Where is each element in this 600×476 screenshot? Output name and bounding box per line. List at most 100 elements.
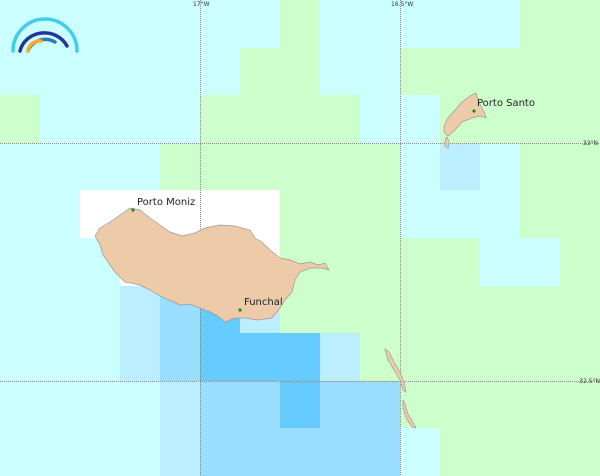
grid-cell	[240, 48, 281, 96]
grid-cell	[120, 0, 161, 49]
grid-cell	[0, 48, 41, 96]
grid-cell	[280, 48, 321, 96]
grid-cell	[240, 381, 281, 429]
lon-label-16-5w: 16.5°W	[391, 1, 414, 8]
grid-cell	[80, 286, 121, 334]
deserta-grande-island	[384, 348, 407, 393]
grid-cell	[160, 48, 201, 96]
grid-cell	[40, 48, 81, 96]
grid-cell	[560, 95, 600, 144]
grid-cell	[160, 333, 201, 382]
grid-cell	[120, 95, 161, 144]
grid-cell	[280, 95, 321, 144]
grid-cell	[560, 381, 600, 429]
grid-cell	[0, 95, 41, 144]
grid-cell	[440, 238, 481, 287]
porto-santo-island	[443, 92, 487, 137]
grid-cell	[40, 143, 81, 191]
grid-cell	[320, 286, 361, 334]
grid-cell	[480, 428, 521, 476]
grid-cell	[80, 381, 121, 429]
lat-label-33n: 33°N	[582, 140, 598, 147]
grid-cell	[440, 48, 481, 96]
grid-cell	[400, 381, 441, 429]
grid-cell	[280, 0, 321, 49]
grid-cell	[240, 143, 281, 191]
grid-cell	[320, 381, 361, 429]
grid-cell	[40, 428, 81, 476]
porto-moniz-marker	[131, 208, 135, 212]
grid-cell	[520, 286, 561, 334]
grid-cell	[200, 381, 241, 429]
grid-cell	[360, 0, 401, 49]
grid-cell	[520, 428, 561, 476]
grid-cell	[80, 143, 121, 191]
grid-cell	[40, 333, 81, 382]
grid-cell	[40, 286, 81, 334]
grid-cell	[120, 333, 161, 382]
grid-cell	[160, 428, 201, 476]
grid-cell	[440, 428, 481, 476]
grid-cell	[80, 48, 121, 96]
grid-cell	[40, 95, 81, 144]
grid-cell	[320, 0, 361, 49]
grid-cell	[240, 333, 281, 382]
grid-cell	[80, 0, 121, 49]
grid-cell	[480, 143, 521, 191]
grid-cell	[440, 381, 481, 429]
grid-cell	[240, 95, 281, 144]
grid-cell	[160, 143, 201, 191]
grid-cell	[0, 428, 41, 476]
grid-cell	[40, 190, 81, 239]
grid-cell	[400, 238, 441, 287]
grid-cell	[320, 428, 361, 476]
grid-cell	[520, 190, 561, 239]
place-label-porto-moniz: Porto Moniz	[137, 197, 196, 208]
grid-cell	[520, 48, 561, 96]
islet	[444, 136, 450, 149]
grid-cell	[0, 0, 41, 49]
grid-cell	[560, 333, 600, 382]
grid-cell	[280, 143, 321, 191]
lon-label-17w: 17°W	[193, 1, 210, 8]
grid-cell	[520, 95, 561, 144]
grid-cell	[400, 333, 441, 382]
weather-logo	[11, 17, 79, 53]
grid-cell	[360, 95, 401, 144]
porto-santo-marker	[472, 109, 476, 113]
grid-cell	[0, 381, 41, 429]
grid-cell	[80, 333, 121, 382]
grid-cell	[480, 190, 521, 239]
grid-cell	[0, 238, 41, 287]
grid-cell	[520, 238, 561, 287]
grid-cell	[120, 143, 161, 191]
grid-cell	[320, 95, 361, 144]
grid-cell	[560, 286, 600, 334]
grid-cell	[480, 0, 521, 49]
grid-cell	[200, 48, 241, 96]
grid-cell	[200, 95, 241, 144]
grid-cell	[400, 95, 441, 144]
grid-cell	[280, 333, 321, 382]
grid-cell	[240, 428, 281, 476]
grid-cell	[320, 333, 361, 382]
grid-cell	[480, 333, 521, 382]
grid-cell	[360, 286, 401, 334]
grid-cell	[560, 48, 600, 96]
grid-cell	[360, 428, 401, 476]
grid-cell	[280, 381, 321, 429]
grid-cell	[160, 0, 201, 49]
grid-cell	[320, 48, 361, 96]
grid-cell	[360, 238, 401, 287]
grid-cell	[560, 428, 600, 476]
grid-cell	[560, 190, 600, 239]
grid-cell	[400, 0, 441, 49]
grid-cell	[280, 428, 321, 476]
grid-cell	[80, 95, 121, 144]
grid-cell	[560, 238, 600, 287]
grid-cell	[400, 190, 441, 239]
grid-cell	[200, 143, 241, 191]
grid-cell	[120, 48, 161, 96]
